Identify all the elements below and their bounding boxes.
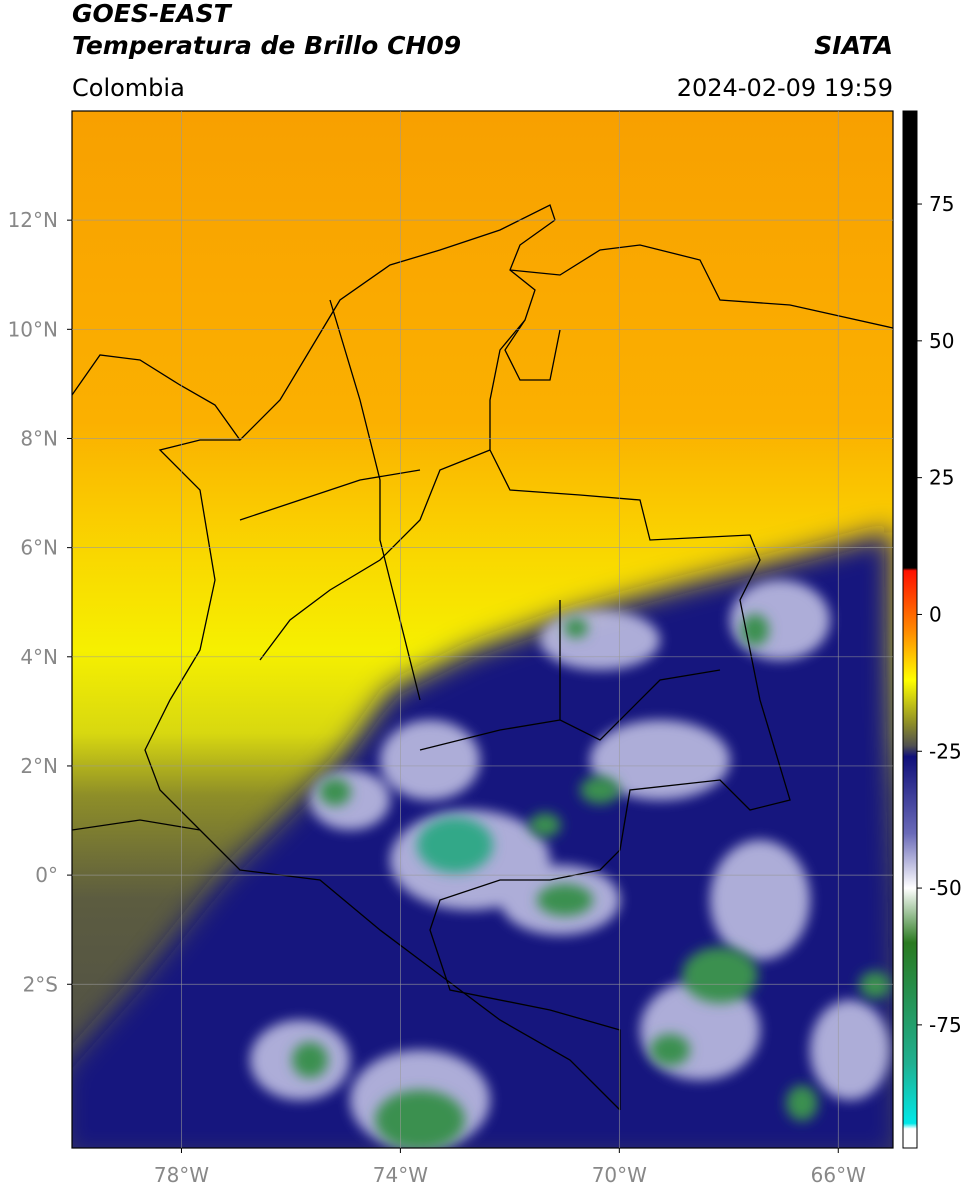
x-tick-label: 70°W [592, 1163, 647, 1187]
colorbar-tick-label: 50 [929, 329, 954, 353]
colorbar-tick-label: -75 [929, 1013, 962, 1037]
y-tick-label: 2°N [20, 754, 58, 778]
y-tick-label: 0° [35, 863, 58, 887]
subtitle: Temperatura de Brillo CH09 [72, 31, 461, 60]
map-frame [71, 110, 894, 1149]
x-tick-label: 74°W [373, 1163, 428, 1187]
y-tick-label: 12°N [8, 208, 58, 232]
datetime: 2024-02-09 19:59 [677, 74, 893, 102]
source: SIATA [814, 31, 893, 60]
colorbar-tick-label: -50 [929, 876, 962, 900]
colorbar [902, 110, 918, 1149]
y-tick-label: 2°S [23, 972, 58, 996]
y-tick-label: 8°N [20, 426, 58, 450]
y-tick-label: 6°N [20, 536, 58, 560]
colorbar-tick-label: 75 [929, 192, 954, 216]
colorbar-tick-label: 0 [929, 602, 942, 626]
x-tick-label: 66°W [811, 1163, 866, 1187]
colorbar-tick-label: 25 [929, 466, 954, 490]
colorbar-tick-label: -25 [929, 739, 962, 763]
y-tick-label: 4°N [20, 645, 58, 669]
satellite-image [72, 111, 893, 1148]
y-tick-label: 10°N [8, 317, 58, 341]
title: GOES-EAST [72, 0, 233, 28]
x-tick-label: 78°W [154, 1163, 209, 1187]
region: Colombia [72, 74, 185, 102]
